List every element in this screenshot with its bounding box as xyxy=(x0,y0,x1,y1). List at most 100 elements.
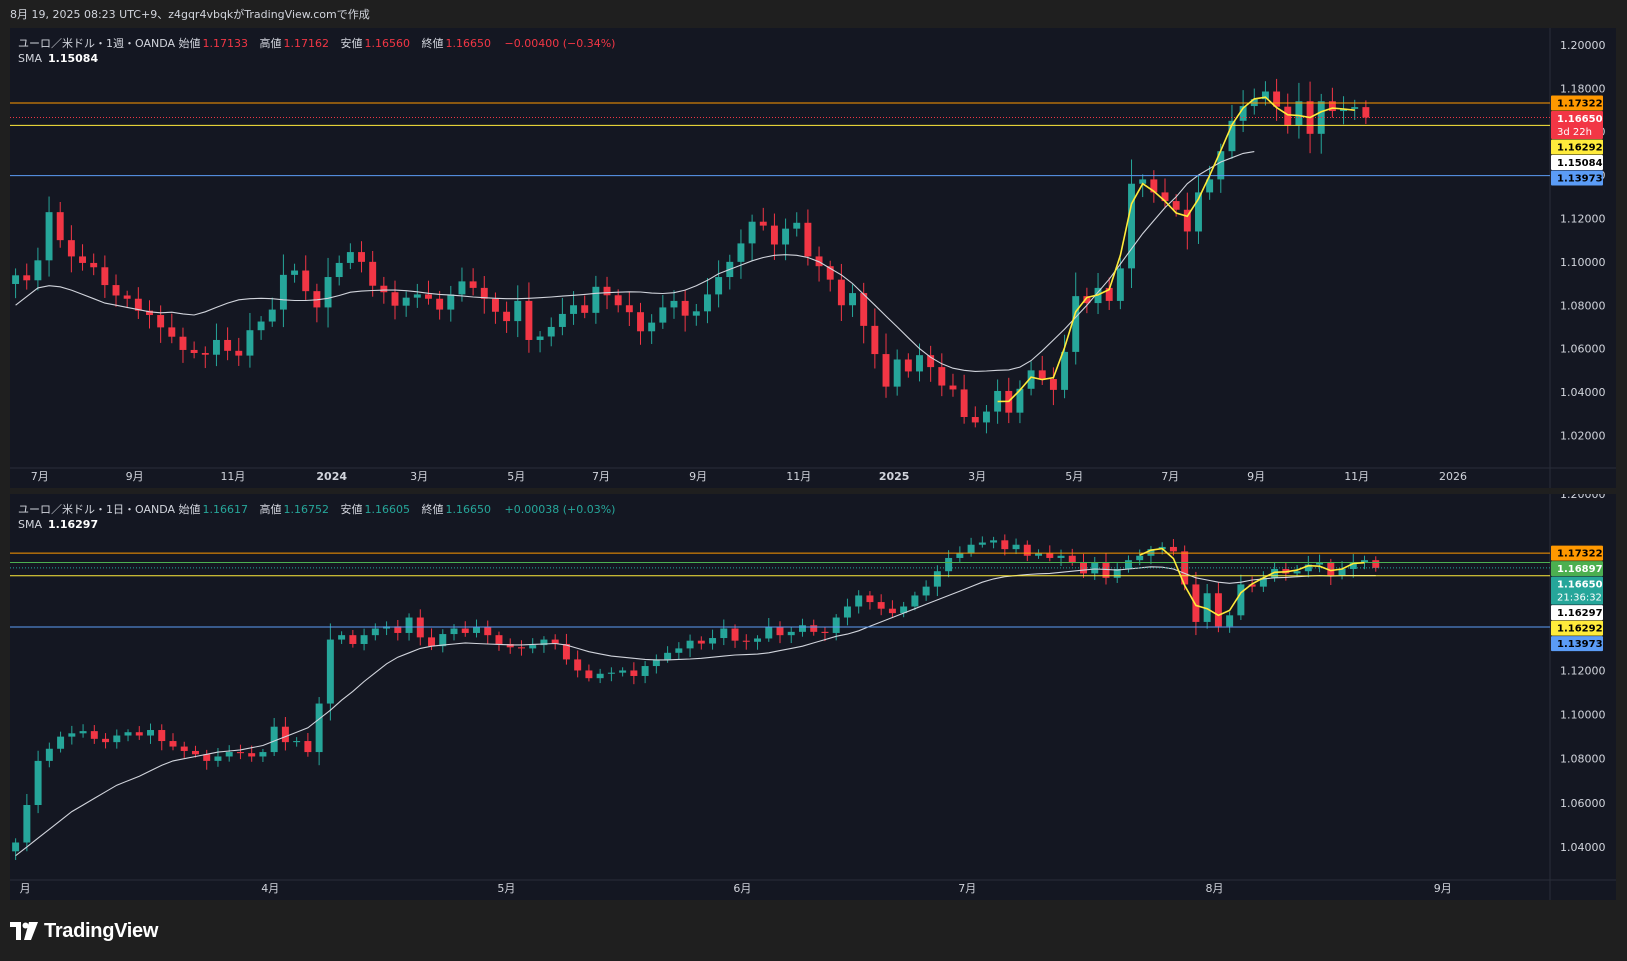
daily-price-tag xyxy=(1551,545,1603,561)
weekly-candle xyxy=(826,266,834,280)
daily-candle xyxy=(1080,562,1087,574)
weekly-close-value: 1.16650 xyxy=(445,37,492,50)
weekly-candle xyxy=(346,252,354,263)
daily-price-tag xyxy=(1551,605,1603,621)
daily-candle xyxy=(113,735,121,743)
weekly-candle xyxy=(1328,101,1336,112)
daily-candle xyxy=(495,635,503,644)
weekly-candle xyxy=(1295,101,1303,126)
weekly-candle xyxy=(860,293,868,326)
daily-price-tag-label: 1.13973 xyxy=(1557,639,1603,650)
tradingview-logo[interactable]: TradingView xyxy=(10,918,158,944)
daily-candle xyxy=(540,639,548,646)
daily-candle xyxy=(169,741,177,747)
weekly-candle xyxy=(1016,388,1024,413)
daily-candle xyxy=(810,625,818,632)
daily-candle xyxy=(911,595,919,607)
daily-low-value: 1.16605 xyxy=(364,503,411,516)
weekly-sma-line xyxy=(15,151,1255,372)
daily-sma-label: SMA xyxy=(18,518,42,531)
weekly-candle xyxy=(614,295,622,306)
weekly-price-tag xyxy=(1551,154,1603,170)
daily-y-tick-label: 1.08000 xyxy=(1560,753,1606,766)
weekly-candle xyxy=(871,325,879,355)
weekly-candle xyxy=(101,267,109,286)
weekly-y-tick-label: 1.08000 xyxy=(1560,299,1606,312)
weekly-candle xyxy=(1217,151,1225,180)
daily-candle xyxy=(1203,593,1211,622)
weekly-candle xyxy=(469,281,477,288)
daily-candle xyxy=(248,753,256,757)
weekly-candle xyxy=(369,261,377,286)
daily-price-tag xyxy=(1551,620,1603,636)
daily-candle xyxy=(124,732,132,736)
daily-candle xyxy=(1057,555,1065,558)
daily-candle xyxy=(1046,553,1054,558)
weekly-candle xyxy=(971,417,979,423)
weekly-candle xyxy=(1161,192,1169,202)
daily-candle xyxy=(1372,560,1380,568)
daily-candle xyxy=(461,628,469,633)
weekly-candle xyxy=(837,279,845,306)
weekly-candle xyxy=(146,310,153,316)
daily-candle xyxy=(45,748,53,761)
weekly-candle xyxy=(1273,91,1281,107)
daily-candle xyxy=(405,617,413,633)
daily-candle xyxy=(1068,555,1076,563)
weekly-candle xyxy=(904,359,912,372)
weekly-candle xyxy=(1351,107,1359,109)
daily-price-tag-label: 1.16297 xyxy=(1557,608,1603,619)
daily-candle xyxy=(102,738,110,743)
weekly-candle xyxy=(938,367,946,386)
weekly-candle xyxy=(168,327,176,337)
weekly-chart-pane[interactable]: 1.200001.180001.160001.140001.120001.100… xyxy=(10,28,1616,488)
daily-high-label: 高値 xyxy=(259,503,282,516)
weekly-y-tick-label: 1.04000 xyxy=(1560,386,1606,399)
weekly-x-tick-label: 7月 xyxy=(592,470,610,483)
daily-close-value: 1.16650 xyxy=(445,503,492,516)
weekly-candle xyxy=(1072,296,1080,352)
daily-candle xyxy=(709,638,717,644)
weekly-x-tick-label: 2026 xyxy=(1439,470,1467,483)
weekly-price-tag-label: 1.17322 xyxy=(1557,98,1603,109)
weekly-x-tick-label: 2025 xyxy=(879,470,910,483)
weekly-close-label: 終値 xyxy=(421,37,444,50)
weekly-candle xyxy=(324,277,332,308)
weekly-x-tick-label: 11月 xyxy=(220,470,245,483)
daily-candle xyxy=(1293,571,1301,574)
daily-candle xyxy=(315,703,323,753)
daily-candle xyxy=(1192,584,1200,622)
daily-chart-svg[interactable]: 1.20000 1.12000 1.10000 1.08000 1.06000 1.040… xyxy=(10,494,1616,900)
daily-x-tick-label: 4月 xyxy=(261,882,279,895)
weekly-candle xyxy=(45,212,53,261)
weekly-candle xyxy=(704,294,711,312)
daily-candle xyxy=(562,643,570,660)
tradingview-brand: TradingView xyxy=(44,919,159,942)
weekly-chart-svg[interactable]: 1.200001.180001.160001.140001.120001.100… xyxy=(10,28,1616,488)
weekly-sma-legend: SMA 1.15084 xyxy=(18,52,98,65)
daily-candle xyxy=(990,540,998,543)
weekly-x-tick-label: 2024 xyxy=(316,470,347,483)
weekly-candle xyxy=(715,277,723,295)
daily-candle xyxy=(855,595,863,607)
daily-chart-pane[interactable]: 1.20000 1.12000 1.10000 1.08000 1.06000 1.040… xyxy=(10,494,1616,900)
daily-y-tick-label: 1.20000 xyxy=(1560,494,1606,501)
weekly-low-value: 1.16560 xyxy=(364,37,411,50)
daily-symbol: ユーロ／米ドル・1日・OANDA xyxy=(18,503,176,516)
daily-candle xyxy=(23,805,31,843)
weekly-high-value: 1.17162 xyxy=(283,37,330,50)
daily-candle xyxy=(68,733,76,737)
daily-candle xyxy=(259,752,267,757)
weekly-candle xyxy=(1172,201,1180,210)
daily-candle xyxy=(1124,560,1132,569)
daily-candle xyxy=(731,628,739,641)
daily-candle xyxy=(1023,544,1031,556)
daily-candle xyxy=(360,635,368,644)
daily-candle xyxy=(450,628,458,635)
daily-candle xyxy=(529,645,537,649)
weekly-candle xyxy=(235,350,243,356)
weekly-candle xyxy=(12,275,20,284)
daily-candle xyxy=(877,602,885,609)
daily-candle xyxy=(304,741,312,753)
daily-candle xyxy=(34,760,42,806)
